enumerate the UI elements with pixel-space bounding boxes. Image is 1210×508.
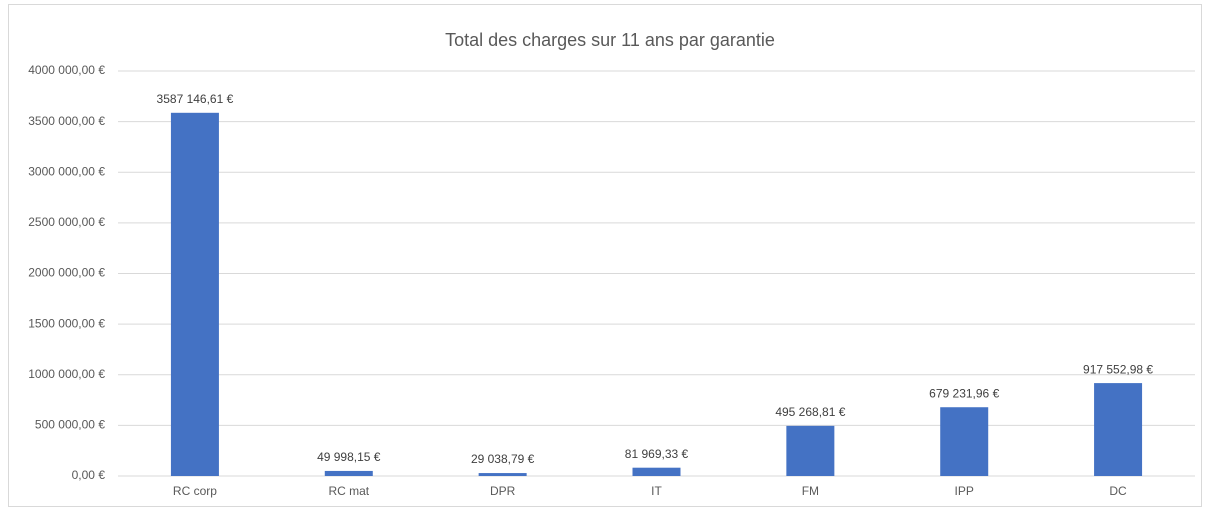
data-label: 49 998,15 €	[317, 450, 381, 464]
y-tick-label: 3500 000,00 €	[28, 114, 105, 128]
x-tick-label: IT	[651, 484, 662, 498]
x-tick-label: RC mat	[328, 484, 369, 498]
chart-title: Total des charges sur 11 ans par garanti…	[445, 30, 775, 50]
data-label: 29 038,79 €	[471, 452, 535, 466]
x-tick-label: DC	[1109, 484, 1127, 498]
y-tick-label: 1000 000,00 €	[28, 367, 105, 381]
y-tick-label: 4000 000,00 €	[28, 63, 105, 77]
data-label: 495 268,81 €	[775, 405, 845, 419]
bar	[940, 407, 989, 476]
x-tick-label: FM	[802, 484, 819, 498]
bar	[786, 425, 835, 476]
data-label: 3587 146,61 €	[157, 92, 234, 106]
x-tick-label: RC corp	[173, 484, 217, 498]
y-tick-label: 2000 000,00 €	[28, 266, 105, 280]
data-label: 679 231,96 €	[929, 386, 999, 400]
data-label: 81 969,33 €	[625, 447, 689, 461]
bar	[632, 467, 681, 476]
y-tick-label: 0,00 €	[72, 468, 106, 482]
bar	[324, 470, 373, 476]
y-tick-label: 2500 000,00 €	[28, 215, 105, 229]
x-tick-label: IPP	[955, 484, 974, 498]
x-tick-label: DPR	[490, 484, 516, 498]
y-tick-label: 1500 000,00 €	[28, 316, 105, 330]
bar	[170, 112, 219, 477]
bar	[478, 473, 527, 476]
y-tick-label: 3000 000,00 €	[28, 164, 105, 178]
data-label: 917 552,98 €	[1083, 362, 1153, 376]
y-tick-label: 500 000,00 €	[35, 418, 105, 432]
bar	[1094, 383, 1143, 476]
